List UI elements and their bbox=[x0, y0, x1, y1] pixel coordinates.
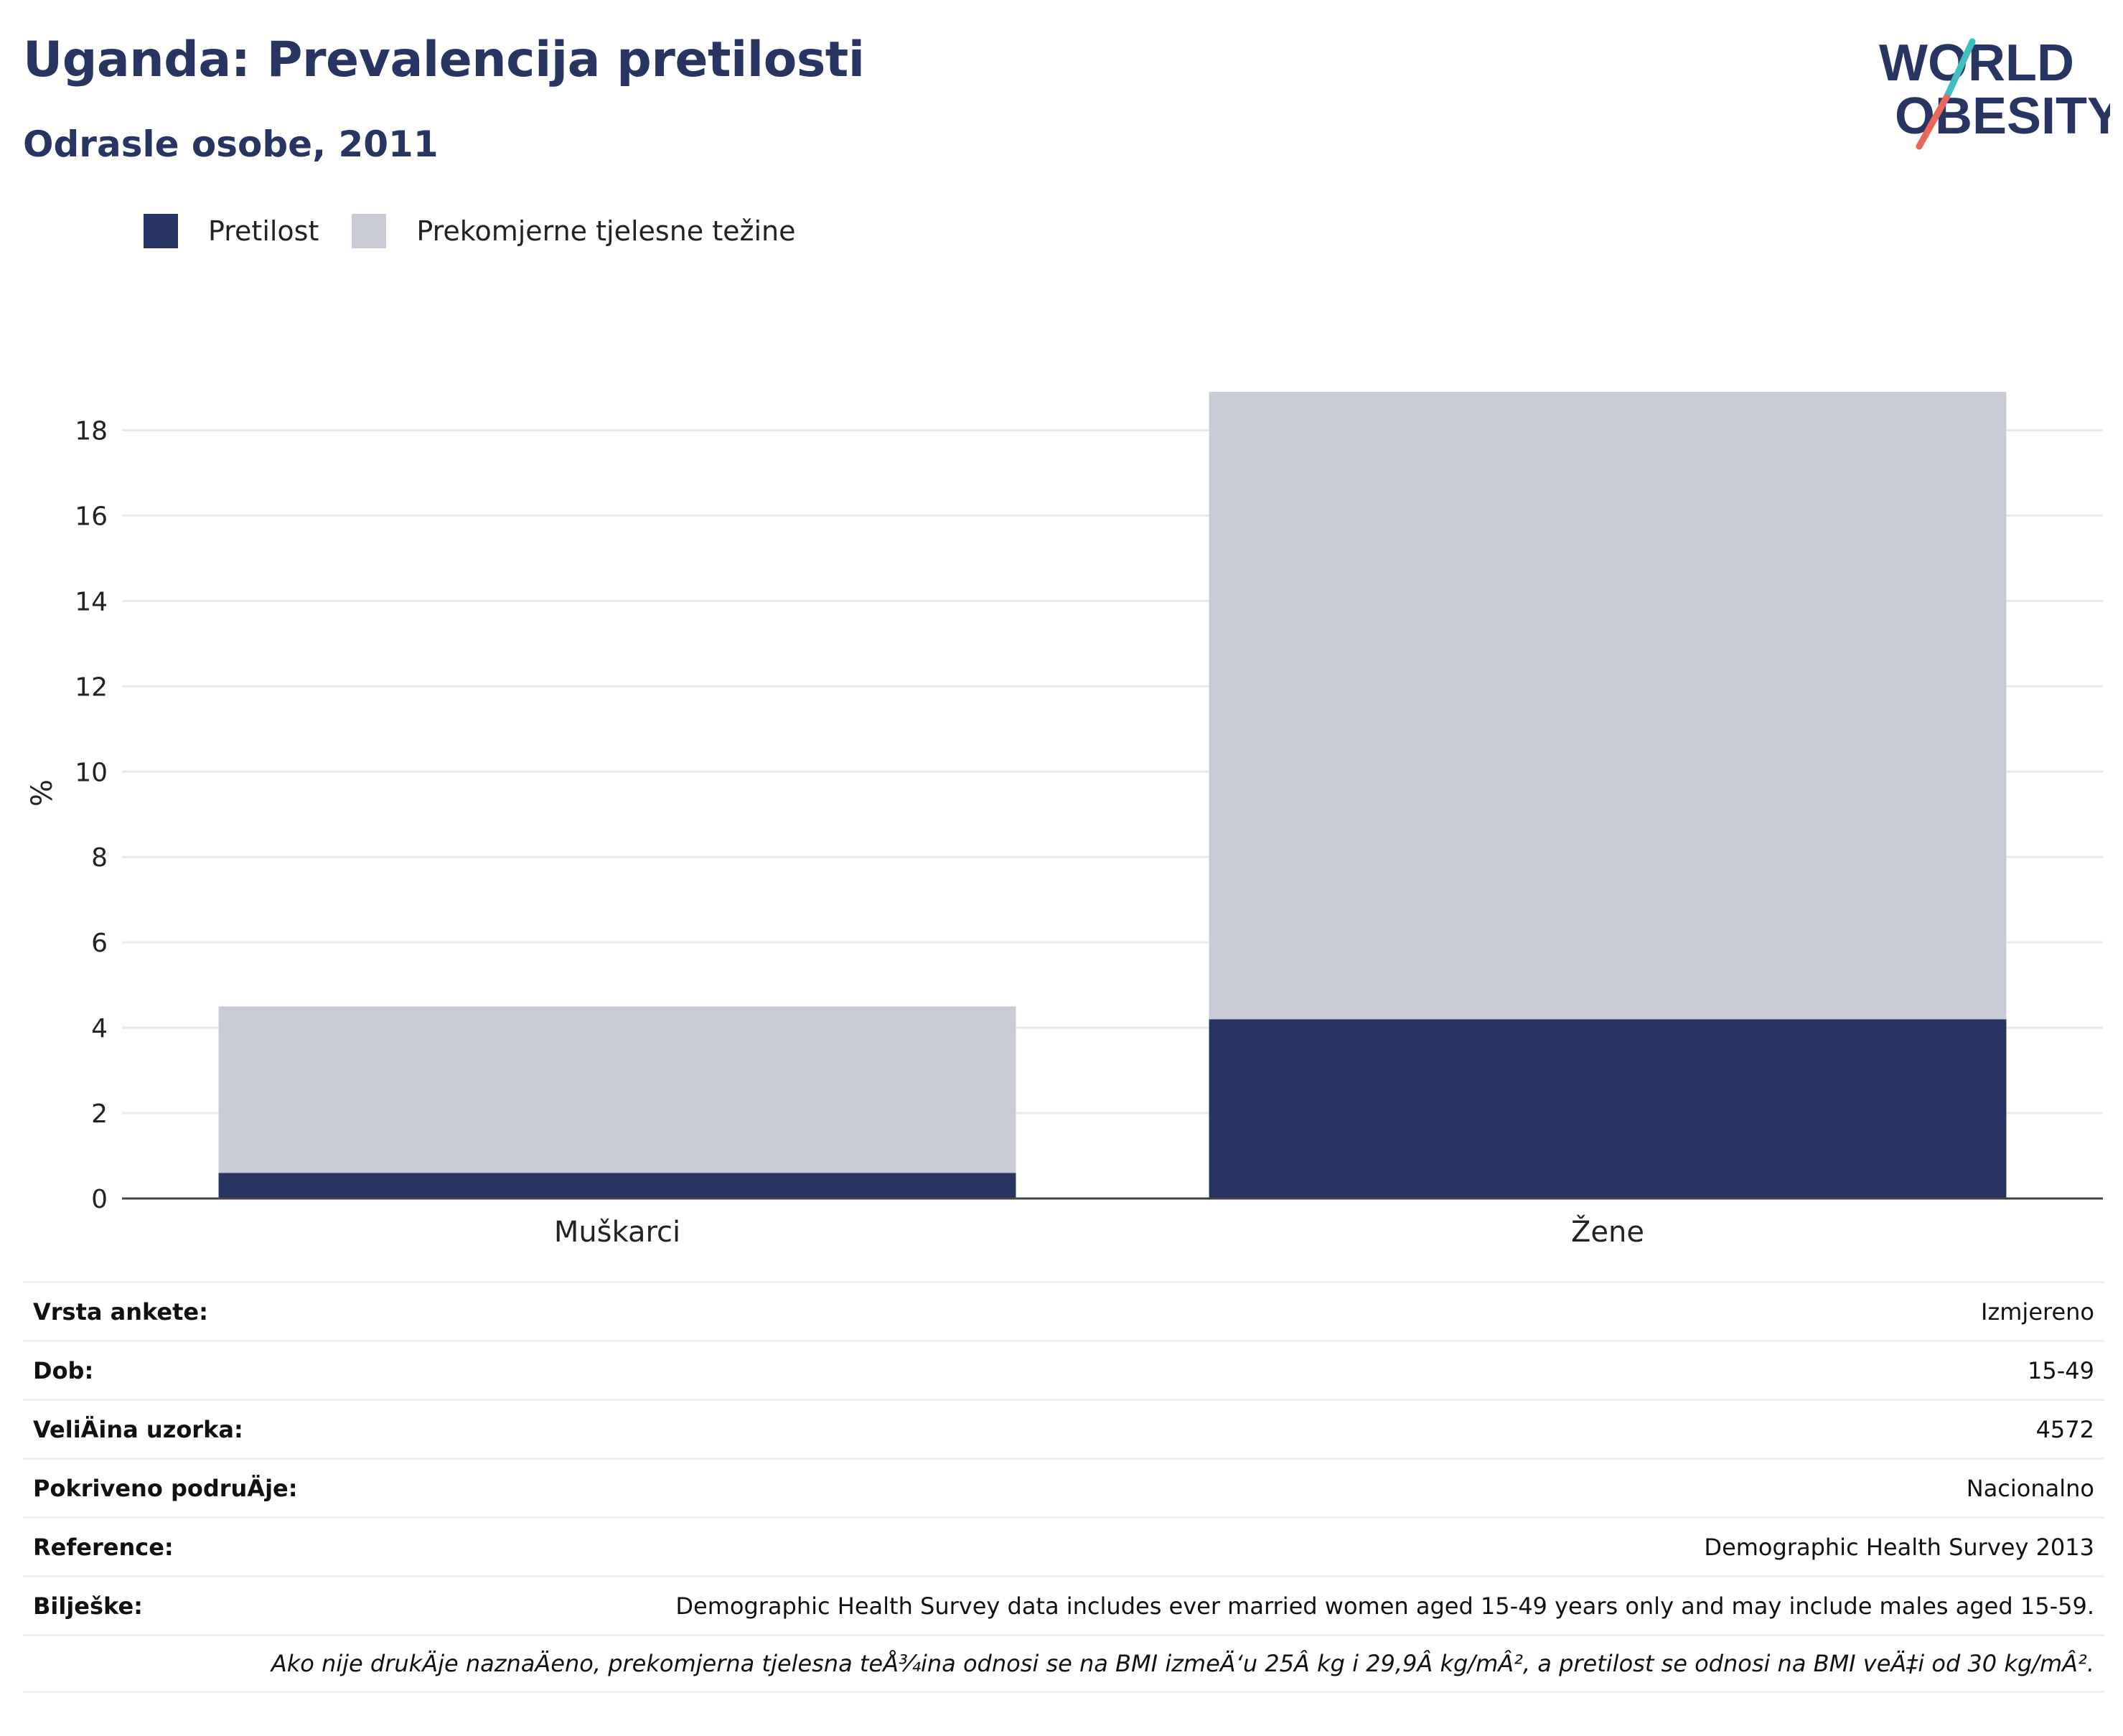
meta-row-sample-size: VeliÄ ina uzorka: 4572 bbox=[23, 1399, 2104, 1458]
meta-value: 15-49 bbox=[2028, 1357, 2094, 1384]
definition-note-text: Ako nije drukÄ je naznaÄ eno, prekomjern… bbox=[271, 1650, 2094, 1677]
meta-key: Bilješke: bbox=[33, 1592, 143, 1620]
meta-row-notes: Bilješke: Demographic Health Survey data… bbox=[23, 1575, 2104, 1634]
x-tick-label: Žene bbox=[1571, 1214, 1644, 1249]
logo-line1: WORLD bbox=[1879, 34, 2074, 92]
meta-value: Izmjereno bbox=[1981, 1298, 2094, 1326]
meta-row-coverage: Pokriveno podruÄ je: Nacionalno bbox=[23, 1458, 2104, 1516]
meta-value: Demographic Health Survey data includes … bbox=[675, 1592, 2094, 1620]
legend-label-overweight: Prekomjerne tjelesne težine bbox=[416, 215, 795, 247]
x-tick-label: Muškarci bbox=[554, 1216, 680, 1249]
meta-row-age: Dob: 15-49 bbox=[23, 1340, 2104, 1399]
legend-label-obesity: Pretilost bbox=[208, 215, 319, 247]
survey-metadata-table: Vrsta ankete: Izmjereno Dob: 15-49 VeliÄ… bbox=[23, 1281, 2104, 1693]
chart-legend: Pretilost Prekomjerne tjelesne težine bbox=[144, 214, 829, 248]
y-tick-label: 6 bbox=[91, 929, 108, 958]
legend-swatch-overweight bbox=[352, 214, 386, 248]
world-obesity-logo: WORLD OBESITY bbox=[1866, 26, 2110, 155]
y-tick-label: 2 bbox=[91, 1099, 108, 1129]
legend-swatch-obesity bbox=[144, 214, 178, 248]
bar-overweight-men bbox=[219, 1006, 1016, 1173]
meta-key: Dob: bbox=[33, 1357, 93, 1384]
y-tick-label: 10 bbox=[75, 758, 108, 787]
meta-value: 4572 bbox=[2036, 1416, 2094, 1443]
meta-row-reference: Reference: Demographic Health Survey 201… bbox=[23, 1516, 2104, 1575]
page-subtitle: Odrasle osobe, 2011 bbox=[23, 123, 439, 165]
y-tick-label: 18 bbox=[75, 416, 108, 446]
y-tick-label: 16 bbox=[75, 502, 108, 531]
meta-value: Nacionalno bbox=[1967, 1475, 2094, 1502]
y-tick-label: 12 bbox=[75, 672, 108, 702]
legend-item-overweight[interactable]: Prekomjerne tjelesne težine bbox=[352, 214, 795, 248]
meta-row-survey-type: Vrsta ankete: Izmjereno bbox=[23, 1281, 2104, 1340]
meta-key: Vrsta ankete: bbox=[33, 1298, 208, 1326]
bar-overweight-women bbox=[1209, 392, 2007, 1019]
y-axis-label: % bbox=[26, 779, 59, 807]
y-tick-label: 4 bbox=[91, 1014, 108, 1043]
bar-chart: 0 2 4 6 8 10 12 14 16 18% Muškarci Žene bbox=[0, 344, 2123, 1249]
bar-obesity-women bbox=[1209, 1019, 2007, 1198]
meta-key: VeliÄ ina uzorka: bbox=[33, 1416, 243, 1443]
definition-note: Ako nije drukÄ je naznaÄ eno, prekomjern… bbox=[23, 1634, 2104, 1693]
y-tick-label: 14 bbox=[75, 587, 108, 616]
meta-key: Pokriveno podruÄ je: bbox=[33, 1475, 298, 1502]
bar-obesity-men bbox=[219, 1173, 1016, 1198]
meta-key: Reference: bbox=[33, 1534, 174, 1561]
meta-value: Demographic Health Survey 2013 bbox=[1704, 1534, 2094, 1561]
page-title: Uganda: Prevalencija pretilosti bbox=[23, 32, 865, 88]
y-tick-label: 0 bbox=[91, 1185, 108, 1214]
legend-item-obesity[interactable]: Pretilost bbox=[144, 214, 319, 248]
y-tick-label: 8 bbox=[91, 843, 108, 873]
